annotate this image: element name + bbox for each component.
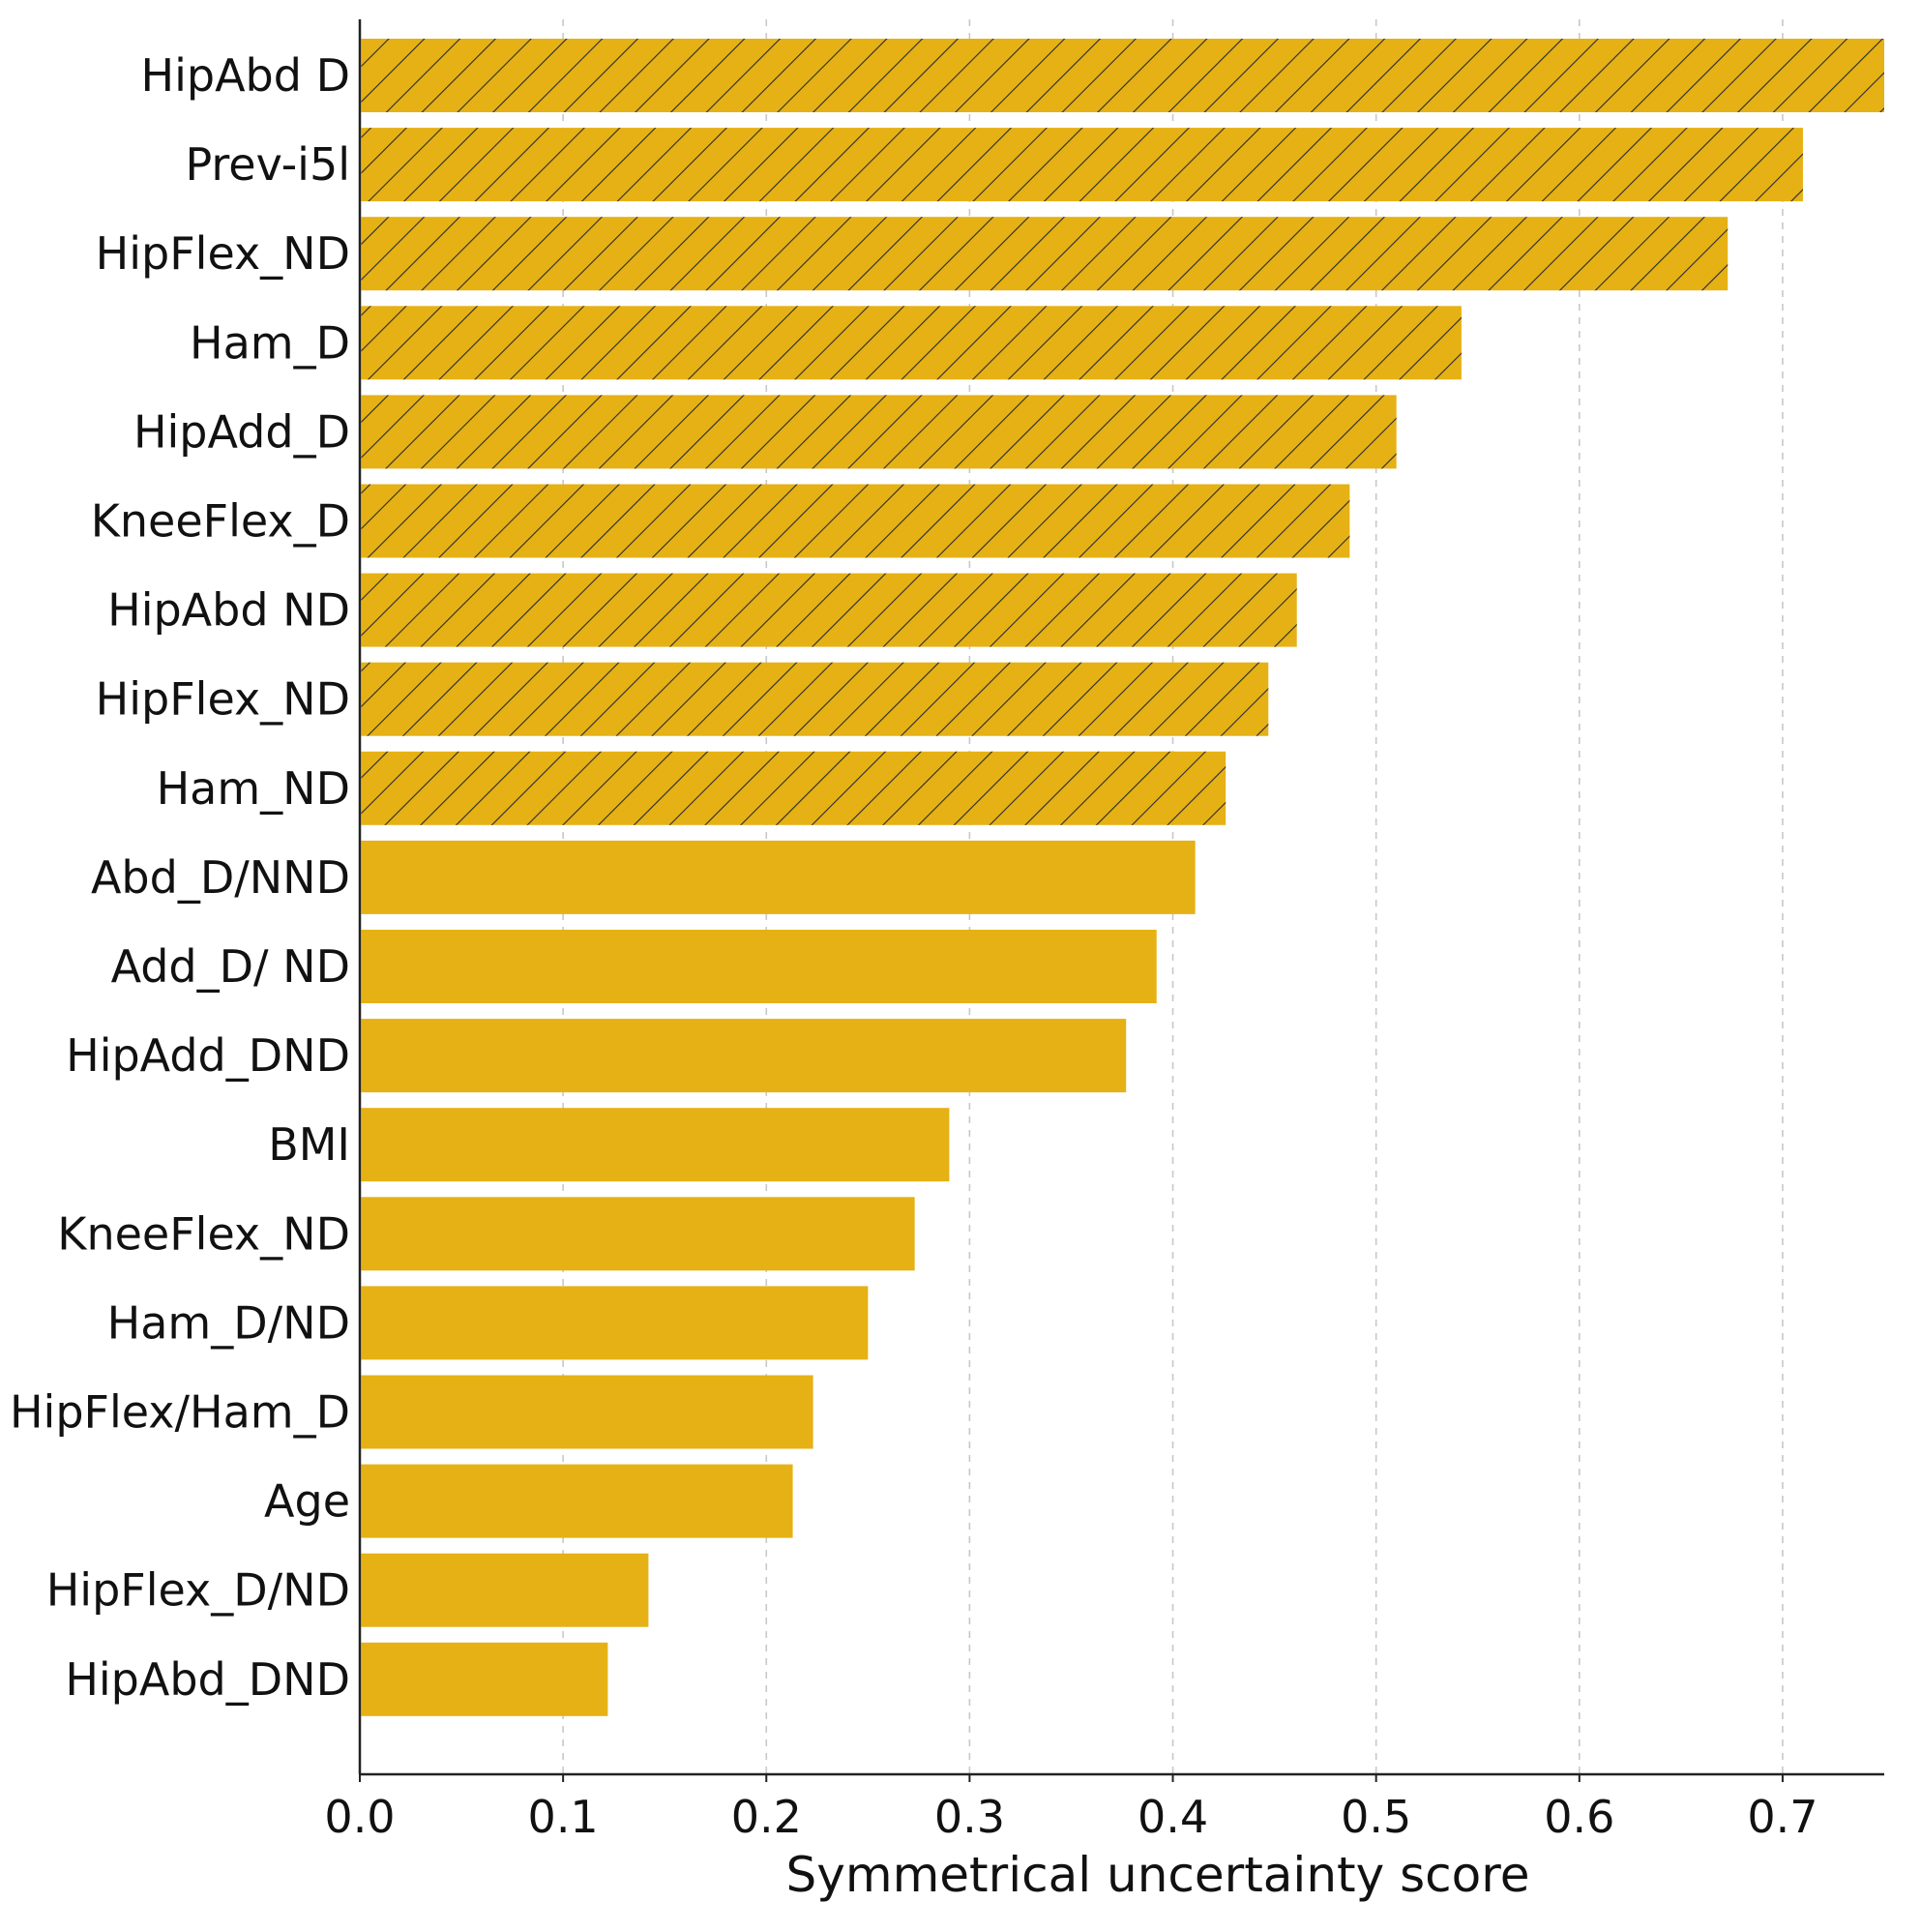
bar-hatch bbox=[361, 217, 1729, 291]
category-label: HipAdd_DND bbox=[66, 1029, 350, 1082]
bar-hatch bbox=[361, 395, 1397, 469]
category-label: KneeFlex_D bbox=[91, 495, 350, 548]
x-tick-label: 0.4 bbox=[1138, 1791, 1208, 1843]
bar bbox=[361, 1642, 608, 1716]
bar bbox=[361, 1553, 649, 1627]
category-label: Ham_ND bbox=[157, 762, 350, 815]
bars bbox=[361, 39, 1884, 1716]
category-label: HipFlex_D/ND bbox=[46, 1564, 350, 1617]
category-label: HipAbd_DND bbox=[65, 1653, 350, 1706]
x-axis-title: Symmetrical uncertainty score bbox=[786, 1847, 1530, 1903]
x-tick-label: 0.7 bbox=[1747, 1791, 1818, 1843]
category-label: KneeFlex_ND bbox=[57, 1207, 350, 1260]
x-tick-label: 0.5 bbox=[1341, 1791, 1411, 1843]
category-label: Age bbox=[264, 1475, 350, 1528]
x-tick-label: 0.3 bbox=[934, 1791, 1005, 1843]
category-labels: HipAbd D Prev-i5l HipFlex_ND Ham_D HipAdd_D K… bbox=[10, 49, 350, 1706]
bar-hatch bbox=[361, 39, 1884, 112]
x-tick-label: 0.6 bbox=[1544, 1791, 1614, 1843]
bar-hatch bbox=[361, 573, 1297, 647]
x-tick-label: 0.2 bbox=[731, 1791, 802, 1843]
bar bbox=[361, 1375, 813, 1449]
category-label: HipAbd ND bbox=[107, 584, 350, 637]
category-label: HipAbd D bbox=[141, 49, 350, 102]
bar-hatch bbox=[361, 751, 1226, 825]
x-tick-label: 0.1 bbox=[528, 1791, 599, 1843]
bar bbox=[361, 1108, 950, 1182]
category-label: HipAdd_D bbox=[133, 405, 350, 458]
category-label: Ham_D bbox=[190, 316, 350, 369]
bar bbox=[361, 1464, 793, 1538]
bar bbox=[361, 930, 1157, 1003]
bar-hatch bbox=[361, 484, 1350, 558]
bar-hatch bbox=[361, 662, 1269, 736]
bar bbox=[361, 1197, 915, 1271]
category-label: BMI bbox=[268, 1118, 350, 1171]
bar bbox=[361, 840, 1196, 914]
bar-hatch bbox=[361, 306, 1462, 380]
bar-hatch bbox=[361, 128, 1803, 202]
bar bbox=[361, 1286, 869, 1360]
category-label: Ham_D/ND bbox=[107, 1296, 350, 1349]
category-label: Add_D/ ND bbox=[111, 940, 350, 993]
category-label: HipFlex_ND bbox=[96, 227, 350, 280]
x-ticks: 0.0 0.1 0.2 0.3 0.4 0.5 0.6 0.7 bbox=[324, 1774, 1818, 1843]
x-tick-label: 0.0 bbox=[324, 1791, 395, 1843]
bar bbox=[361, 1019, 1127, 1093]
category-label: HipFlex_ND bbox=[96, 673, 350, 726]
category-label: Prev-i5l bbox=[185, 138, 350, 191]
category-label: HipFlex/Ham_D bbox=[10, 1386, 350, 1439]
category-label: Abd_D/NND bbox=[91, 851, 350, 904]
